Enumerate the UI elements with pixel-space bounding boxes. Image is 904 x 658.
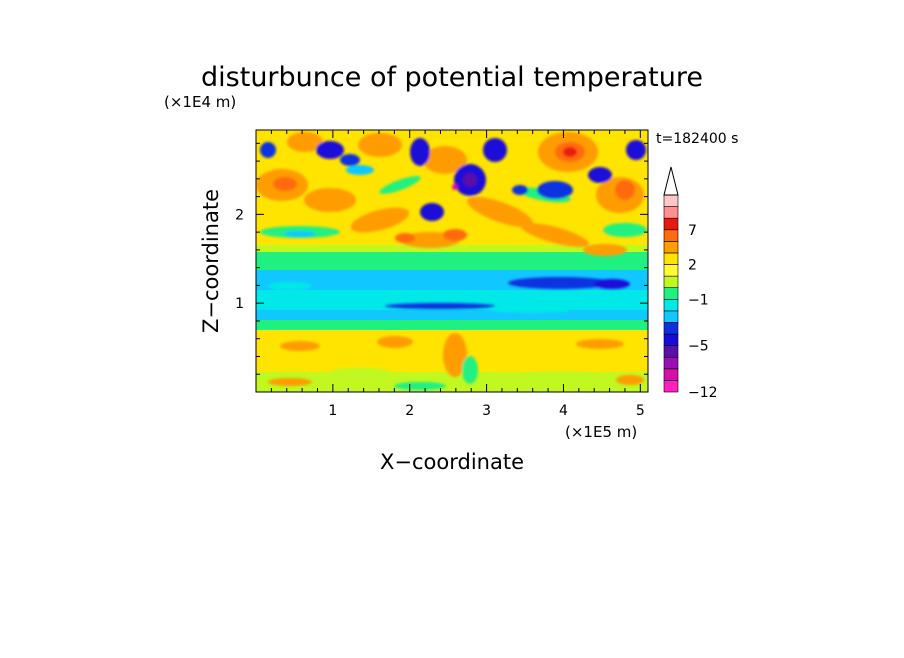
field-blob [284, 231, 316, 237]
field-blob [394, 382, 446, 390]
y-unit-label: (×1E4 m) [164, 93, 236, 111]
colorbar-segment [663, 380, 679, 393]
y-axis: 12 [235, 142, 648, 375]
field-band [256, 252, 648, 270]
field-band [256, 244, 648, 252]
colorbar-segment [663, 333, 679, 346]
colorbar-segment [663, 287, 679, 300]
colorbar-segment [663, 217, 679, 231]
field-blob [287, 132, 323, 152]
field-blob [316, 141, 344, 159]
colorbar-segment [663, 298, 679, 312]
colorbar-label: 7 [688, 223, 697, 239]
field-blob [423, 146, 467, 174]
field-blob [576, 339, 624, 349]
colorbar-extend-arrow [663, 166, 679, 196]
field-blob [452, 184, 458, 190]
field-blob [330, 368, 390, 376]
field-blob [268, 378, 312, 386]
x-tick-label: 1 [328, 403, 337, 419]
field-blob [443, 333, 467, 377]
colorbar: 7 2 −1 −5 −12 [663, 166, 718, 401]
field-blob [463, 173, 477, 187]
field-blob [420, 203, 444, 221]
field-blob [280, 341, 320, 351]
field-blob [483, 138, 507, 162]
field-blob [466, 196, 534, 228]
field-blob [346, 165, 374, 175]
colorbar-label: −12 [688, 385, 718, 401]
x-tick-label: 4 [559, 403, 568, 419]
field-blob [594, 279, 630, 289]
chart-title: disturbunce of potential temperature [201, 62, 703, 93]
x-axis-label: X−coordinate [380, 450, 524, 474]
field-blob [273, 177, 297, 191]
field-blob [304, 188, 356, 212]
field-blob [588, 167, 612, 183]
field-blob [385, 303, 495, 309]
field-blob [508, 277, 612, 289]
y-tick-label: 1 [235, 296, 244, 312]
colorbar-label: 2 [688, 258, 697, 274]
x-tick-label: 5 [636, 403, 645, 419]
time-label: t=182400 s [656, 131, 738, 147]
field-band [256, 290, 648, 310]
colorbar-segment [663, 345, 679, 358]
colorbar-segment [663, 229, 679, 242]
field-blob [583, 244, 627, 256]
field-blob [395, 233, 415, 243]
field-blob [260, 142, 276, 158]
field-blob [512, 185, 528, 195]
x-unit-label: (×1E5 m) [565, 423, 637, 441]
colorbar-segment [663, 368, 679, 381]
colorbar-segment [663, 264, 679, 277]
colorbar-segment [663, 206, 679, 219]
field-blob [268, 282, 312, 290]
field-blob [537, 181, 573, 199]
field-blob [563, 147, 577, 157]
colorbar-label: −1 [688, 292, 709, 308]
x-tick-label: 3 [482, 403, 491, 419]
field-blob [443, 229, 467, 241]
x-tick-label: 2 [405, 403, 414, 419]
y-tick-label: 2 [235, 207, 244, 223]
field-blob [377, 336, 413, 348]
field-band [256, 318, 648, 330]
colorbar-segment [663, 241, 679, 254]
field-blob [340, 154, 360, 166]
colorbar-segment [663, 194, 679, 207]
field-blob [603, 223, 647, 237]
field-blob [525, 372, 595, 380]
colorbar-segment [663, 322, 679, 335]
x-axis: 1 2 3 4 5 [270, 130, 645, 419]
field-blob [615, 180, 635, 200]
field-blob [626, 140, 646, 160]
field-blob [462, 356, 478, 384]
field-blob [410, 138, 430, 166]
field-blob [379, 176, 421, 194]
field-blob [350, 207, 410, 233]
colorbar-segment [663, 310, 679, 323]
colorbar-segment [663, 275, 679, 289]
field-blob [358, 133, 402, 157]
colorbar-segment [663, 356, 679, 370]
field-blob [616, 375, 644, 385]
plot-frame [255, 129, 649, 393]
colorbar-segment [663, 252, 679, 265]
y-axis-label: Z−coordinate [199, 189, 223, 333]
colorbar-label: −5 [688, 339, 709, 355]
field-blob [521, 223, 589, 247]
contour-field [256, 130, 648, 392]
field-blob [490, 307, 570, 313]
